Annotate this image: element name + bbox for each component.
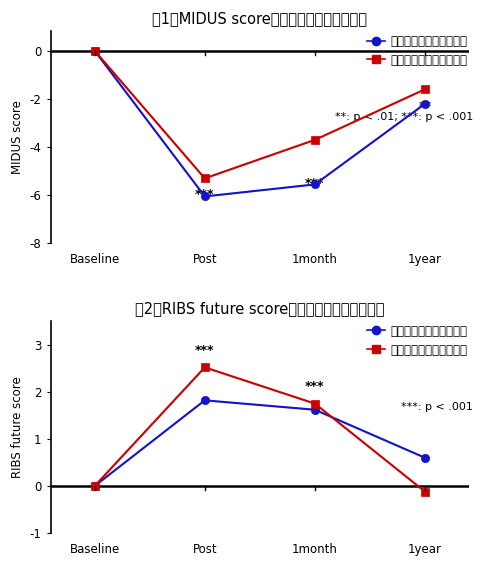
Title: 図2．RIBS future score（行動の意図）の変化量: 図2．RIBS future score（行動の意図）の変化量 bbox=[135, 301, 385, 316]
Y-axis label: RIBS future score: RIBS future score bbox=[11, 376, 24, 478]
Title: 図1．MIDUS score（適切な知識）の変化量: 図1．MIDUS score（適切な知識）の変化量 bbox=[152, 11, 367, 26]
Legend: 生物医学的内容グループ, 心理社会的内容グループ: 生物医学的内容グループ, 心理社会的内容グループ bbox=[367, 325, 468, 357]
Text: **: ** bbox=[419, 100, 432, 113]
Text: ***: *** bbox=[195, 344, 214, 357]
Legend: 生物医学的内容グループ, 心理社会的内容グループ: 生物医学的内容グループ, 心理社会的内容グループ bbox=[367, 35, 468, 67]
Text: **: p < .01; ***: p < .001: **: p < .01; ***: p < .001 bbox=[335, 112, 473, 122]
Text: ***: *** bbox=[305, 177, 325, 190]
Text: ***: *** bbox=[195, 188, 214, 201]
Y-axis label: MIDUS score: MIDUS score bbox=[11, 100, 24, 175]
Text: ***: p < .001: ***: p < .001 bbox=[401, 402, 473, 412]
Text: ***: *** bbox=[305, 380, 325, 393]
